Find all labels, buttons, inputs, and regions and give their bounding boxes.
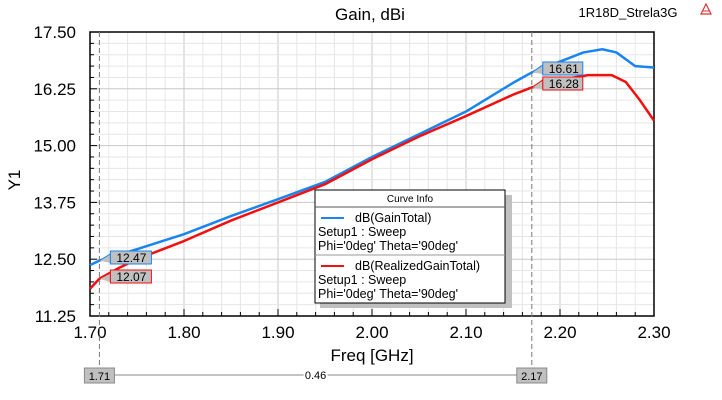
project-label: 1R18D_Strela3G bbox=[579, 5, 678, 20]
x-tick-label: 1.80 bbox=[167, 323, 200, 342]
legend-entry-0-line3: Phi='0deg' Theta='90deg' bbox=[318, 239, 458, 253]
y-tick-label: 17.50 bbox=[33, 23, 76, 42]
marker-value-box bbox=[109, 269, 152, 284]
chart-title: Gain, dBi bbox=[335, 5, 405, 24]
marker-x-label: 2.17 bbox=[521, 371, 542, 383]
series-line-0[interactable] bbox=[89, 48, 655, 267]
legend-title: Curve Info bbox=[387, 194, 434, 205]
marker-value-box bbox=[542, 76, 584, 91]
marker-value: 16.28 bbox=[549, 77, 579, 91]
x-tick-label: 2.00 bbox=[355, 323, 388, 342]
y-tick-label: 13.75 bbox=[33, 193, 76, 212]
y-tick-label: 11.25 bbox=[35, 307, 76, 326]
legend-entry-1-line3: Phi='0deg' Theta='90deg' bbox=[318, 287, 458, 301]
x-tick-label: 2.30 bbox=[637, 323, 670, 342]
ansys-logo-icon bbox=[700, 2, 712, 15]
marker-pointer bbox=[531, 79, 544, 89]
marker-value: 12.07 bbox=[116, 270, 146, 284]
legend[interactable]: Curve Info dB(GainTotal) Setup1 : Sweep … bbox=[314, 189, 512, 308]
x-axis-label: Freq [GHz] bbox=[330, 346, 413, 365]
x-tick-label: 1.90 bbox=[261, 323, 294, 342]
legend-entry-0-line2: Setup1 : Sweep bbox=[318, 225, 406, 239]
x-tick-label: 2.20 bbox=[543, 323, 576, 342]
delta-label: 0.46 bbox=[305, 370, 326, 382]
marker-value: 16.61 bbox=[549, 62, 579, 76]
legend-entry-1-name: dB(RealizedGainTotal) bbox=[355, 259, 480, 273]
marker-pointer bbox=[99, 253, 111, 263]
marker-value: 12.47 bbox=[116, 251, 146, 265]
x-tick-label: 1.70 bbox=[73, 323, 106, 342]
marker-value-box bbox=[542, 61, 584, 76]
legend-entry-1-line2: Setup1 : Sweep bbox=[318, 273, 406, 287]
marker-value-box bbox=[109, 250, 152, 265]
x-tick-label: 2.10 bbox=[449, 323, 482, 342]
y-tick-label: 16.25 bbox=[33, 80, 76, 99]
y-tick-label: 12.50 bbox=[33, 250, 76, 269]
y-axis-label: Y1 bbox=[5, 170, 24, 191]
delta-bg bbox=[303, 369, 328, 381]
legend-entry-0-name: dB(GainTotal) bbox=[355, 211, 431, 225]
marker-x-label: 1.71 bbox=[89, 371, 110, 383]
y-tick-label: 15.00 bbox=[33, 137, 76, 156]
